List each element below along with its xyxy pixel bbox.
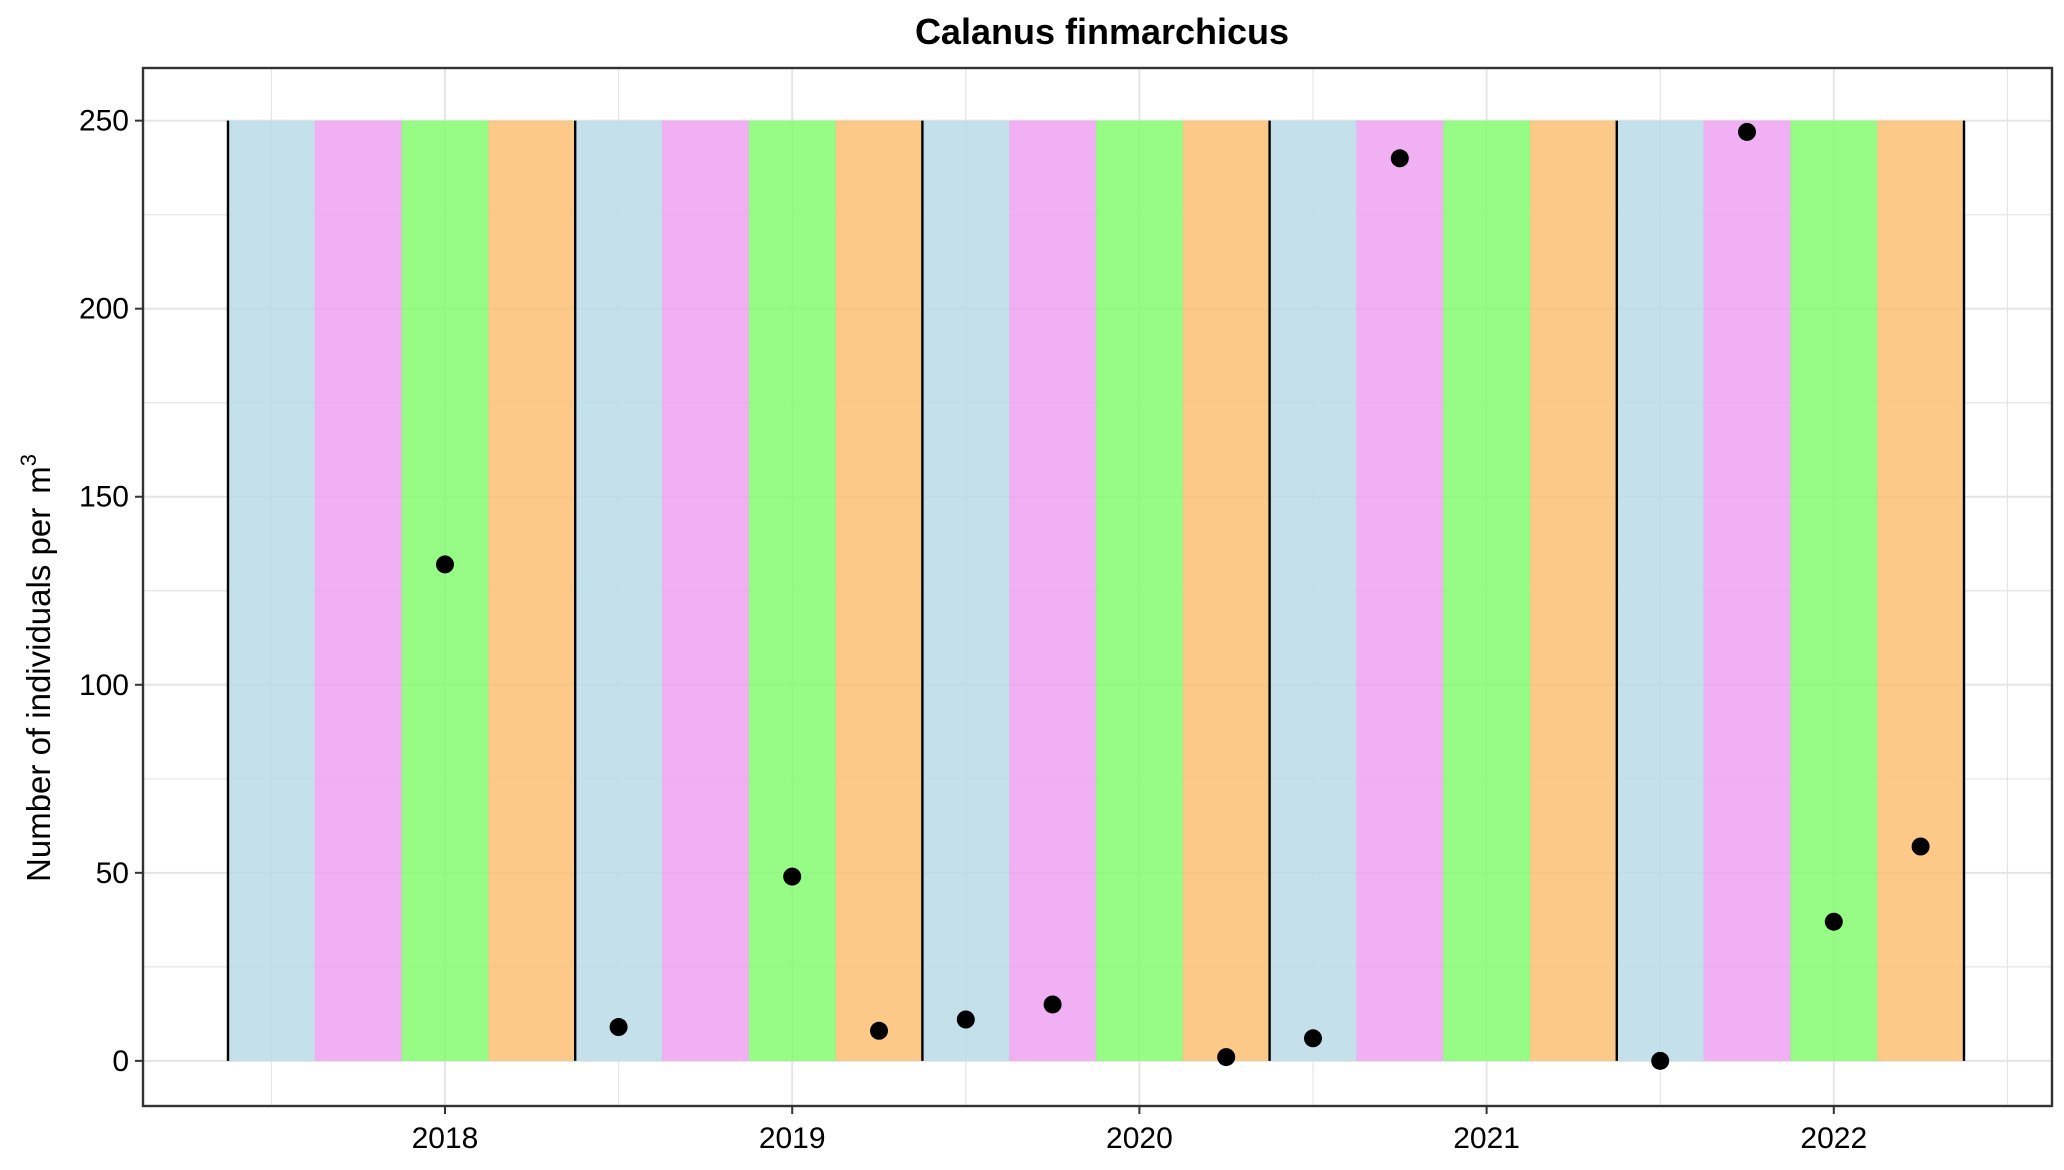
y-axis-title-exponent: 3 [16, 454, 41, 466]
x-tick-label: 2018 [412, 1122, 479, 1155]
season-band [1616, 120, 1705, 1061]
y-tick-label: 100 [79, 669, 129, 702]
data-point [1390, 149, 1409, 168]
x-tick-label: 2019 [759, 1122, 826, 1155]
x-axis: 2018 2019 2020 2021 2022 [412, 1106, 1867, 1155]
season-band [1790, 120, 1878, 1061]
season-band [314, 120, 403, 1061]
data-point [1304, 1029, 1322, 1048]
y-axis-title: Number of individuals per m3 [16, 454, 57, 882]
data-point [1651, 1051, 1670, 1070]
data-point [609, 1018, 628, 1037]
data-point [783, 867, 802, 886]
season-band [1356, 120, 1444, 1061]
y-tick-label: 150 [79, 481, 129, 514]
y-tick-label: 250 [79, 105, 129, 138]
season-bands [228, 120, 1965, 1061]
season-band [228, 120, 316, 1061]
x-tick-label: 2020 [1106, 1122, 1173, 1155]
y-tick-label: 200 [79, 293, 129, 326]
year-separators [226, 120, 1966, 1061]
season-band [1877, 120, 1965, 1061]
season-band [835, 120, 923, 1061]
season-band [662, 120, 750, 1061]
plot-frame [141, 66, 2054, 1108]
season-band [401, 120, 489, 1061]
data-point [1043, 995, 1062, 1014]
y-axis-title-text: Number of individuals per [20, 508, 57, 882]
season-band [748, 120, 837, 1061]
season-band [1530, 120, 1618, 1061]
y-tick-label: 0 [112, 1045, 129, 1078]
season-band [488, 120, 576, 1061]
season-band [1703, 120, 1791, 1061]
y-tick-label: 50 [96, 857, 129, 890]
y-axis: 0 50 100 150 200 250 [79, 105, 143, 1078]
season-band [1009, 120, 1097, 1061]
season-band [575, 120, 663, 1061]
season-band [1096, 120, 1184, 1061]
chart-title: Calanus finmarchicus [915, 11, 1289, 52]
data-point [1911, 837, 1930, 856]
data-point [870, 1021, 888, 1040]
season-band [1269, 120, 1357, 1061]
season-band [1443, 120, 1531, 1061]
y-axis-title-unit: m [20, 466, 57, 494]
data-point [1217, 1048, 1236, 1067]
x-tick-label: 2021 [1453, 1122, 1520, 1155]
data-point [436, 555, 454, 574]
plot-panel [141, 66, 2054, 1108]
season-band [922, 120, 1010, 1061]
data-point [956, 1010, 975, 1029]
data-points [436, 122, 1930, 1070]
season-band [1182, 120, 1271, 1061]
x-tick-label: 2022 [1800, 1122, 1867, 1155]
data-point [1738, 122, 1756, 141]
data-point [1824, 912, 1843, 931]
